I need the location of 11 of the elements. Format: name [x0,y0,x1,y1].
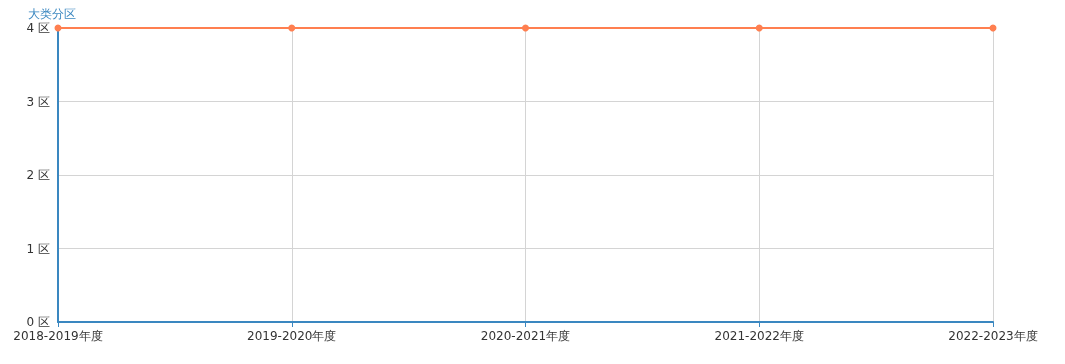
x-tick-label: 2019-2020年度 [247,329,337,343]
x-tick-label: 2020-2021年度 [480,329,571,343]
y-tick-label: 0 区 [26,315,50,329]
y-tick-label: 4 区 [26,21,50,35]
x-tick-label: 2021-2022年度 [714,329,804,343]
y-axis-title: 大类分区 [28,7,76,21]
y-tick-label: 1 区 [26,241,50,256]
x-tick-label: 2022-2023年度 [948,329,1038,343]
x-tick-label: 2018-2019年度 [13,329,103,343]
y-tick-label: 3 区 [26,94,50,109]
y-tick-label: 2 区 [26,168,50,182]
